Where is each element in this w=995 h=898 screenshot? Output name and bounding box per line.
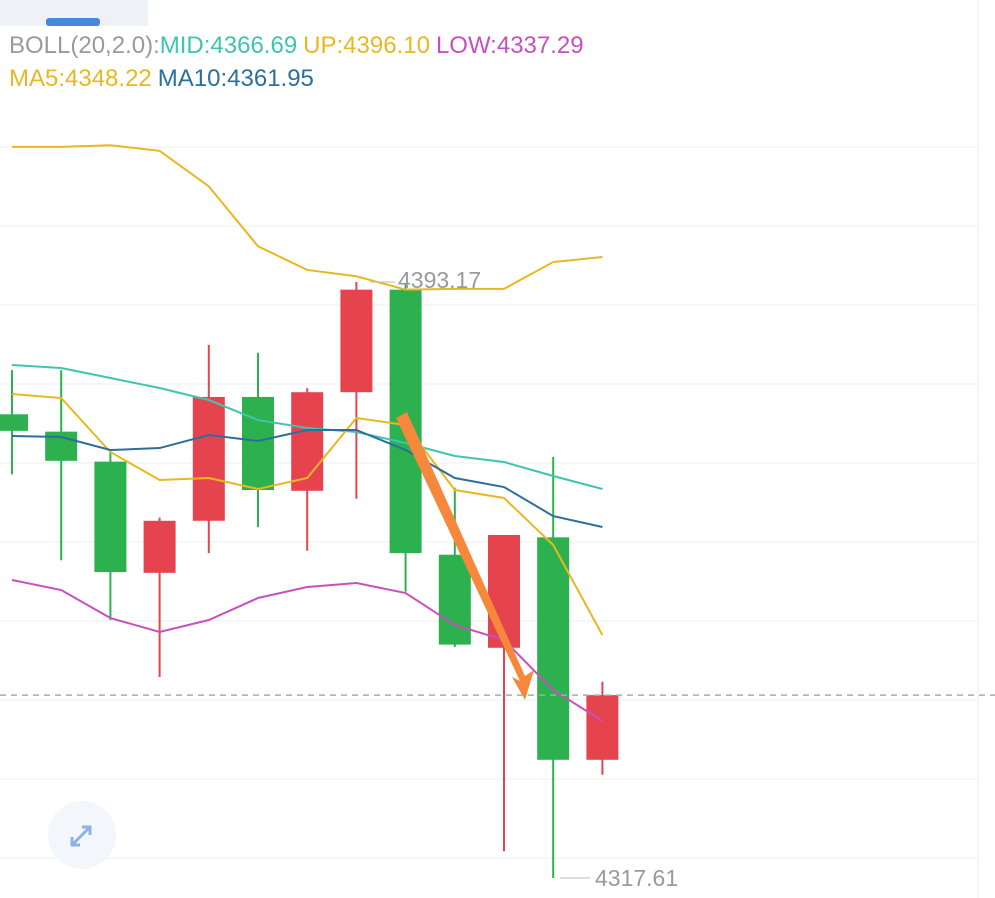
candle-body xyxy=(94,461,127,573)
candle-body xyxy=(192,396,225,521)
grid xyxy=(0,146,978,859)
indicator-line xyxy=(11,363,603,490)
candle-body xyxy=(438,554,471,645)
candle-body xyxy=(488,534,520,648)
plot xyxy=(0,144,995,879)
candle-body xyxy=(291,392,324,491)
min-label: 4317.61 xyxy=(595,865,678,891)
legend-item: MA10:4361.95 xyxy=(158,65,314,92)
trend-arrow xyxy=(396,412,534,700)
candle-body xyxy=(143,520,176,573)
indicator-line xyxy=(11,393,604,636)
candle-body xyxy=(586,695,619,760)
candle-body xyxy=(0,414,28,431)
candle-body xyxy=(340,289,373,393)
indicator-name: BOLL(20,2.0): xyxy=(9,32,160,59)
legend-item: MA5:4348.22 xyxy=(9,65,152,92)
max-label: 4393.17 xyxy=(398,267,481,293)
legend-item: MID:4366.69 xyxy=(160,32,297,59)
candle-body xyxy=(242,396,274,491)
toolbar-tab[interactable] xyxy=(46,18,100,26)
candle-body xyxy=(537,537,570,760)
indicator-header: BOLL(20,2.0):MID:4366.69 UP:4396.10 LOW:43… xyxy=(9,32,584,59)
indicator-line xyxy=(12,144,603,291)
legend-item: UP:4396.10 xyxy=(303,32,430,59)
indicator-line xyxy=(11,428,603,528)
ma-header: MA5:4348.22 MA10:4361.95 xyxy=(9,65,314,92)
expand-icon xyxy=(70,825,92,847)
legend-item: LOW:4337.29 xyxy=(436,32,584,59)
